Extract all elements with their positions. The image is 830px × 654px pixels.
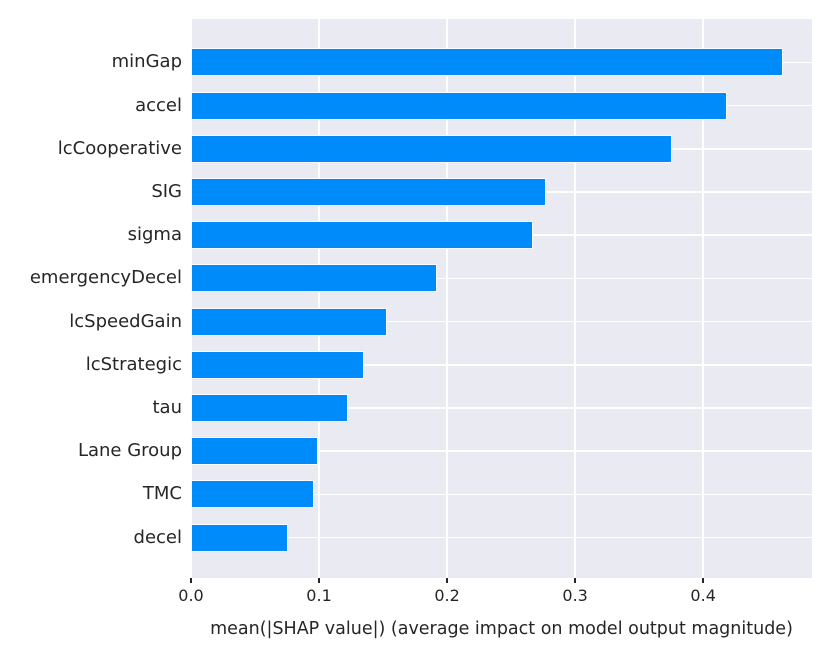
bar-lcspeedgain <box>191 307 387 336</box>
x-tick-mark <box>318 578 320 583</box>
x-tick-label-0.3: 0.3 <box>562 586 588 605</box>
x-tick-label-0.2: 0.2 <box>434 586 460 605</box>
bar-sigma <box>191 221 533 250</box>
y-tick-label-lane-group: Lane Group <box>77 440 182 462</box>
vertical-gridline <box>190 19 192 578</box>
bar-emergencydecel <box>191 264 437 293</box>
plot-area <box>190 19 812 578</box>
x-tick-label-0.1: 0.1 <box>306 586 332 605</box>
vertical-gridline <box>446 19 448 578</box>
x-tick-mark <box>190 578 192 583</box>
bar-mingap <box>191 48 783 77</box>
horizontal-gridline <box>191 536 812 539</box>
y-tick-label-lcspeedgain: lcSpeedGain <box>69 310 182 332</box>
y-tick-label-emergencydecel: emergencyDecel <box>29 267 182 289</box>
horizontal-gridline <box>191 450 812 452</box>
y-tick-label-tau: tau <box>152 397 183 418</box>
bar-accel <box>191 91 728 120</box>
y-tick-label-sig: SIG <box>151 181 182 202</box>
x-tick-mark <box>702 578 704 583</box>
horizontal-gridline <box>191 277 812 280</box>
horizontal-gridline <box>191 320 812 323</box>
bar-sig <box>191 178 546 206</box>
y-tick-label-mingap: minGap <box>111 51 182 73</box>
y-tick-label-decel: decel <box>133 526 182 548</box>
vertical-gridline <box>574 19 576 578</box>
horizontal-gridline <box>191 407 812 409</box>
x-tick-label-0.4: 0.4 <box>690 586 716 605</box>
bar-tmc <box>191 480 314 509</box>
vertical-gridline <box>318 19 320 578</box>
x-axis-label: mean(|SHAP value|) (average impact on mo… <box>210 619 793 639</box>
horizontal-gridline <box>191 364 812 366</box>
bar-decel <box>191 523 289 552</box>
x-tick-mark <box>446 578 448 583</box>
y-tick-label-lccooperative: lcCooperative <box>57 137 182 159</box>
x-tick-label-0.0: 0.0 <box>178 586 204 605</box>
bar-lcstrategic <box>191 350 364 379</box>
y-tick-label-lcstrategic: lcStrategic <box>85 353 182 375</box>
vertical-gridline <box>702 19 704 578</box>
bar-lane-group <box>191 437 318 466</box>
x-tick-mark <box>574 578 576 583</box>
y-tick-label-tmc: TMC <box>142 483 182 505</box>
y-tick-label-sigma: sigma <box>127 224 182 246</box>
y-tick-label-accel: accel <box>135 94 182 116</box>
bar-lccooperative <box>191 134 673 163</box>
horizontal-gridline <box>191 493 812 496</box>
bar-tau <box>191 394 349 422</box>
